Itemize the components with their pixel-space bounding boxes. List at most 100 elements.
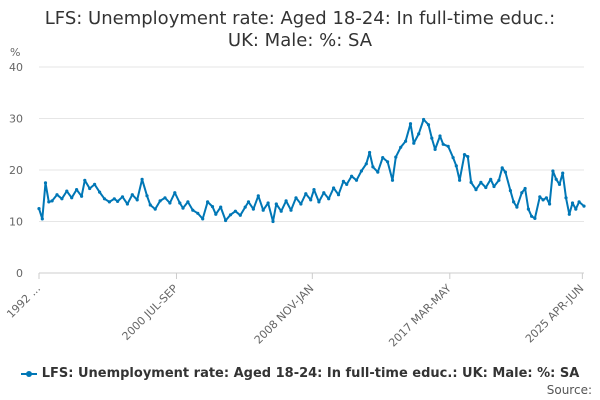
data-point[interactable] — [451, 156, 455, 160]
data-point[interactable] — [399, 145, 403, 149]
data-point[interactable] — [561, 171, 565, 175]
data-point[interactable] — [130, 193, 134, 197]
data-point[interactable] — [271, 219, 275, 224]
data-point[interactable] — [350, 174, 354, 178]
data-point[interactable] — [201, 217, 205, 221]
data-point[interactable] — [557, 182, 562, 186]
data-point[interactable] — [462, 153, 467, 157]
data-point[interactable] — [120, 195, 125, 199]
data-point[interactable] — [466, 155, 470, 159]
data-point[interactable] — [284, 199, 288, 203]
data-point[interactable] — [125, 202, 129, 206]
data-point[interactable] — [574, 207, 578, 211]
data-point[interactable] — [261, 208, 265, 212]
data-point[interactable] — [554, 177, 558, 181]
data-point[interactable] — [158, 199, 162, 203]
data-point[interactable] — [102, 197, 107, 201]
data-point[interactable] — [530, 214, 534, 218]
data-point[interactable] — [503, 170, 507, 174]
data-point[interactable] — [135, 198, 139, 202]
data-point[interactable] — [359, 169, 363, 173]
data-point[interactable] — [65, 189, 69, 193]
data-point[interactable] — [368, 150, 372, 155]
data-point[interactable] — [520, 191, 524, 195]
data-point[interactable] — [454, 164, 458, 168]
data-point[interactable] — [140, 177, 144, 181]
data-point[interactable] — [83, 178, 87, 182]
data-point[interactable] — [381, 156, 385, 160]
data-point[interactable] — [508, 189, 512, 193]
data-point[interactable] — [294, 196, 298, 200]
data-point[interactable] — [376, 170, 380, 174]
data-point[interactable] — [37, 207, 41, 211]
data-point[interactable] — [289, 208, 293, 212]
data-point[interactable] — [336, 193, 341, 197]
data-point[interactable] — [570, 201, 575, 205]
data-point[interactable] — [577, 200, 581, 204]
data-point[interactable] — [107, 200, 111, 204]
data-point[interactable] — [474, 188, 478, 192]
data-point[interactable] — [243, 205, 247, 209]
data-point[interactable] — [497, 178, 501, 182]
data-point[interactable] — [279, 209, 283, 213]
data-point[interactable] — [304, 192, 308, 196]
data-point[interactable] — [93, 182, 97, 186]
data-point[interactable] — [567, 212, 571, 216]
data-point[interactable] — [163, 196, 167, 200]
data-point[interactable] — [345, 182, 349, 186]
data-point[interactable] — [266, 201, 270, 205]
data-point[interactable] — [148, 203, 152, 207]
data-point[interactable] — [390, 178, 395, 182]
data-point[interactable] — [500, 166, 504, 170]
data-point[interactable] — [43, 181, 48, 185]
data-point[interactable] — [526, 207, 531, 211]
data-point[interactable] — [364, 162, 368, 166]
data-point[interactable] — [441, 142, 445, 146]
data-point[interactable] — [228, 213, 233, 217]
data-point[interactable] — [60, 197, 64, 201]
data-point[interactable] — [422, 117, 426, 122]
data-point[interactable] — [47, 200, 51, 204]
data-point[interactable] — [145, 194, 149, 198]
data-point[interactable] — [404, 139, 408, 143]
data-point[interactable] — [317, 200, 321, 204]
data-point[interactable] — [55, 193, 59, 197]
data-point[interactable] — [299, 202, 303, 206]
data-point[interactable] — [116, 199, 120, 203]
data-point[interactable] — [548, 202, 552, 206]
data-point[interactable] — [238, 213, 242, 217]
data-point[interactable] — [210, 205, 215, 209]
data-point[interactable] — [40, 217, 44, 221]
data-point[interactable] — [332, 186, 336, 190]
data-point[interactable] — [173, 191, 177, 195]
data-point[interactable] — [274, 202, 278, 206]
data-point[interactable] — [515, 205, 519, 209]
data-point[interactable] — [153, 207, 157, 211]
data-point[interactable] — [394, 155, 398, 159]
data-point[interactable] — [251, 207, 255, 211]
data-point[interactable] — [50, 199, 54, 203]
data-point[interactable] — [430, 136, 434, 140]
data-point[interactable] — [75, 188, 79, 192]
data-point[interactable] — [70, 196, 74, 200]
data-point[interactable] — [309, 198, 313, 202]
data-point[interactable] — [433, 147, 437, 151]
data-point[interactable] — [112, 197, 116, 201]
data-point[interactable] — [484, 185, 488, 190]
data-point[interactable] — [322, 191, 326, 195]
data-point[interactable] — [219, 205, 223, 209]
data-point[interactable] — [458, 178, 462, 182]
data-point[interactable] — [564, 196, 568, 200]
data-point[interactable] — [98, 190, 102, 194]
data-point[interactable] — [371, 165, 375, 169]
data-point[interactable] — [412, 141, 416, 145]
data-point[interactable] — [438, 134, 442, 138]
data-point[interactable] — [479, 180, 483, 184]
data-point[interactable] — [354, 178, 359, 182]
data-point[interactable] — [489, 177, 493, 181]
data-point[interactable] — [446, 144, 450, 148]
data-point[interactable] — [168, 201, 172, 205]
data-point[interactable] — [327, 197, 331, 201]
data-point[interactable] — [492, 184, 496, 189]
data-point[interactable] — [256, 194, 260, 198]
